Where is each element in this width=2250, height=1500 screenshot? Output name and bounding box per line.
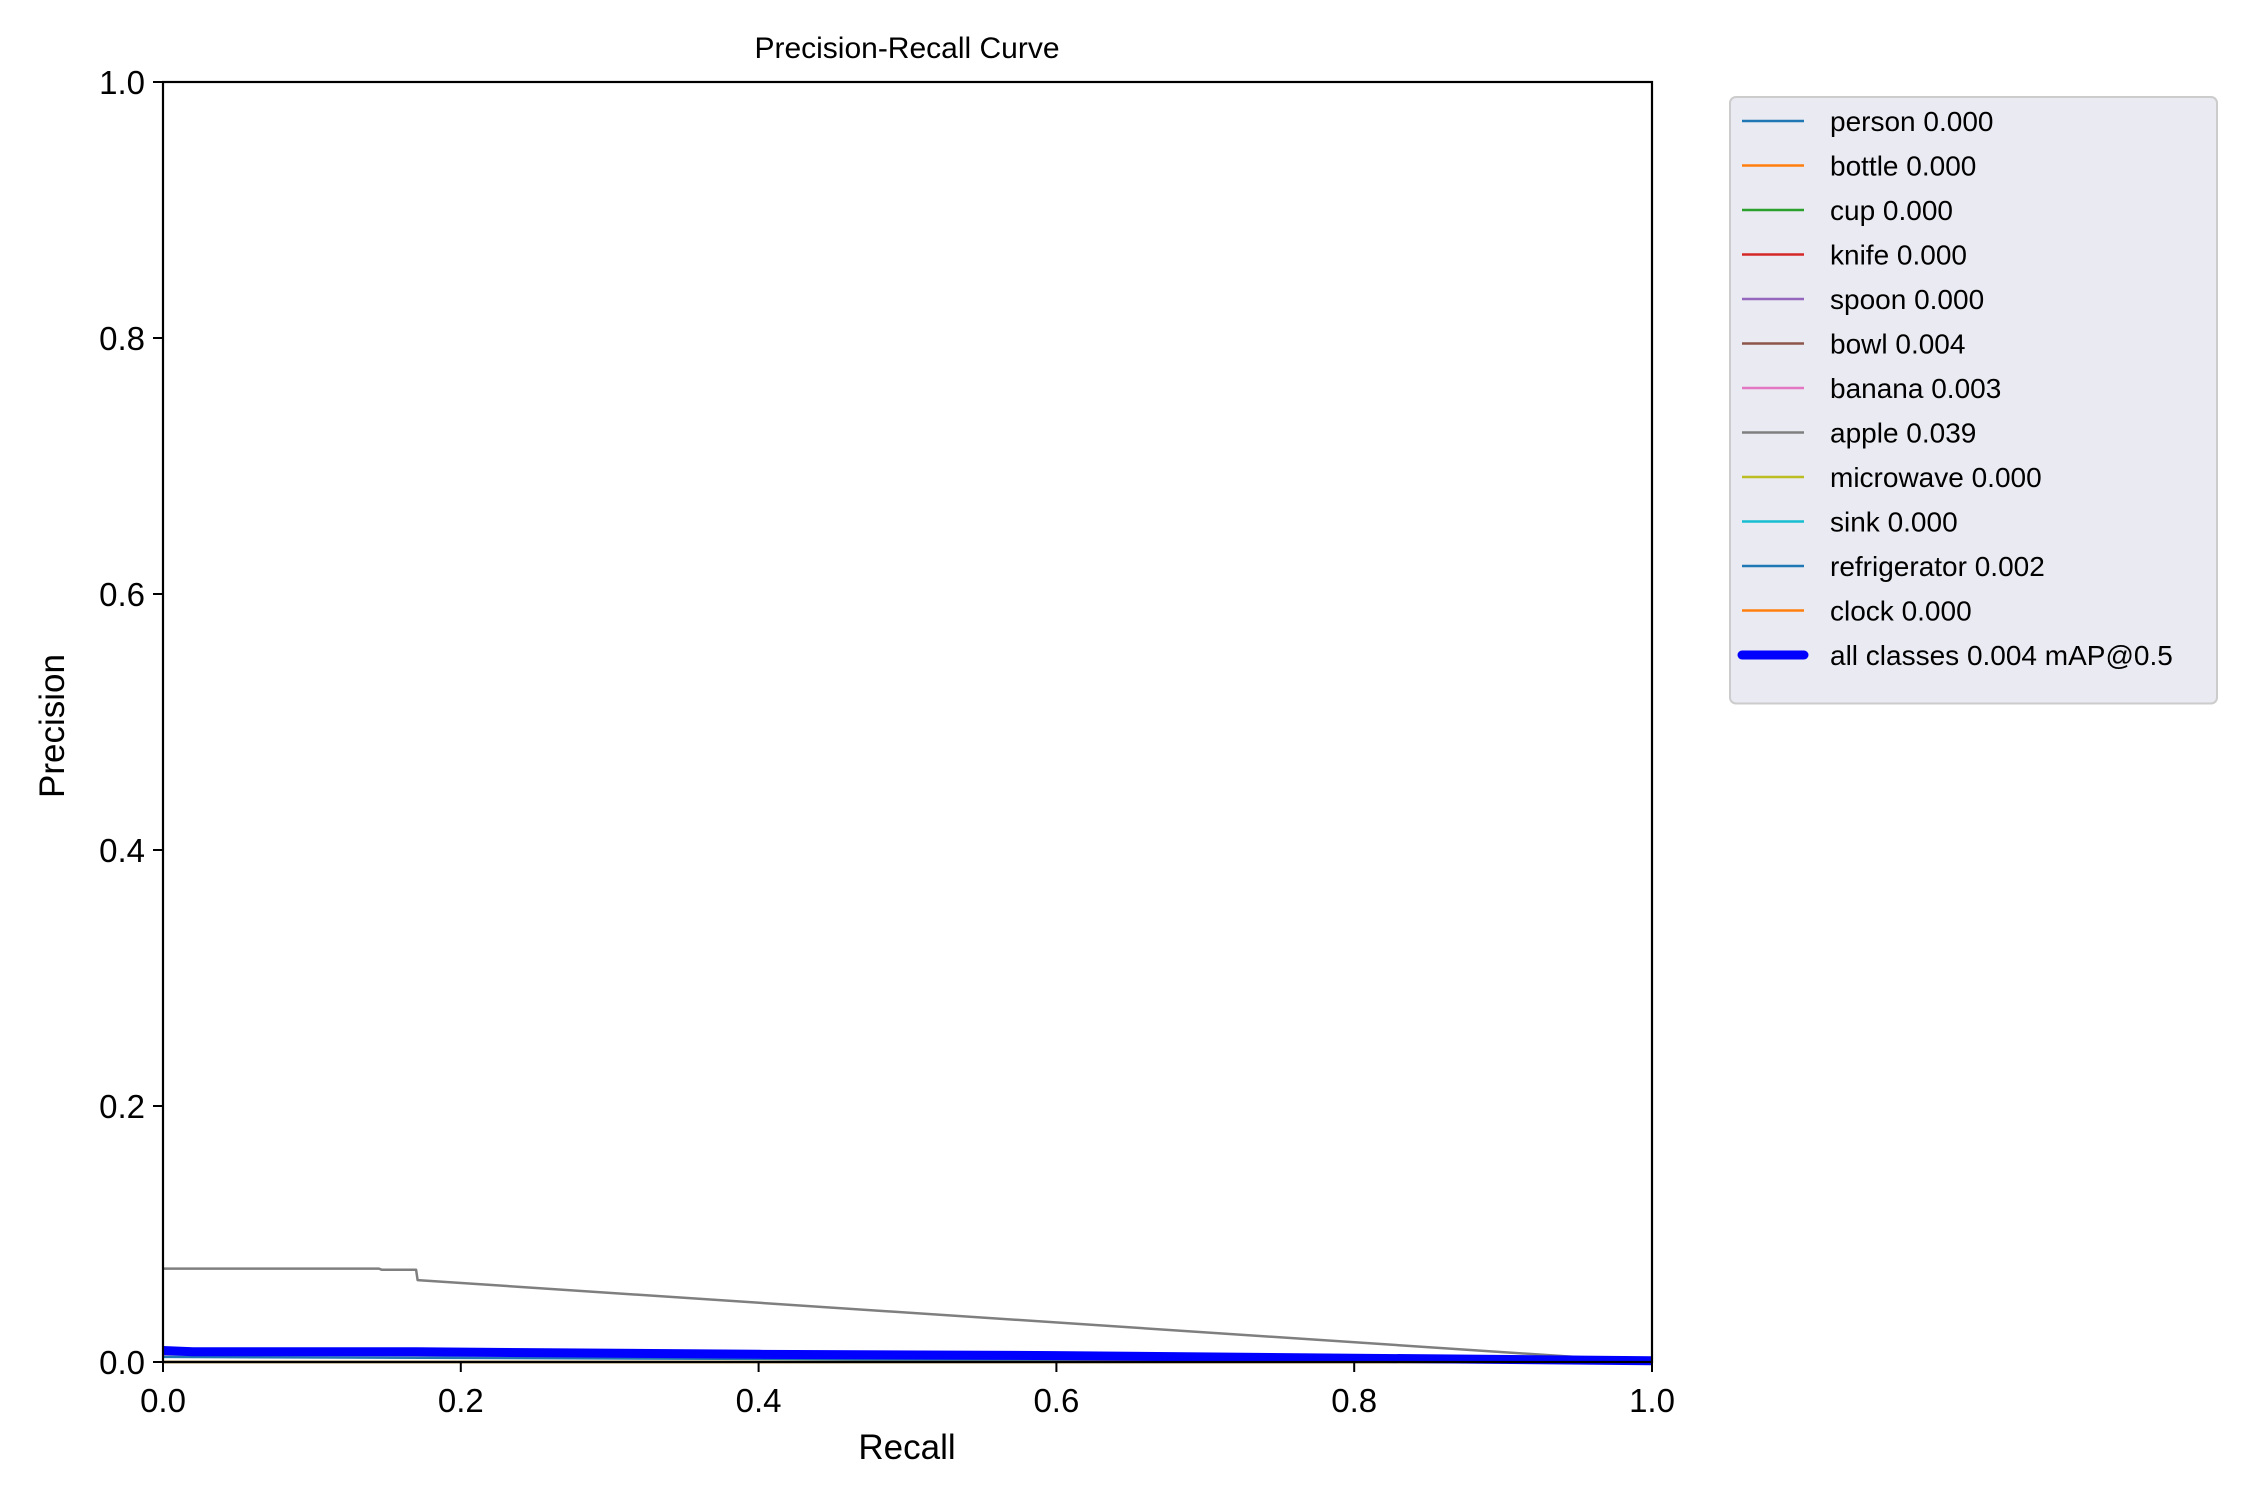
legend-box <box>1729 96 2218 705</box>
series-line-12 <box>163 1346 1652 1366</box>
legend-label-12: all classes 0.004 mAP@0.5 <box>1830 640 2173 671</box>
axes-frame <box>161 80 1654 1364</box>
legend-label-5: bowl 0.004 <box>1830 329 1965 360</box>
legend-label-2: cup 0.000 <box>1830 195 1953 226</box>
legend-label-9: sink 0.000 <box>1830 507 1958 538</box>
y-axis-label: Precision <box>33 654 72 798</box>
y-tick-label: 0.2 <box>99 1088 145 1125</box>
x-tick-label: 1.0 <box>1629 1382 1675 1419</box>
series-line-7 <box>163 1267 1652 1364</box>
y-tick-label: 0.4 <box>99 832 145 869</box>
y-tick-label: 0.8 <box>99 320 145 357</box>
plot-area: 0.0 0.2 0.4 0.6 0.8 1.0 0.0 0.2 0.4 0.6 0.8 1.0 <box>99 64 1675 1419</box>
legend-label-8: microwave 0.000 <box>1830 462 2042 493</box>
x-axis-label: Recall <box>858 1428 955 1467</box>
legend-label-7: apple 0.039 <box>1830 418 1976 449</box>
x-tick-label: 0.4 <box>736 1382 782 1419</box>
x-tick-label: 0.6 <box>1033 1382 1079 1419</box>
legend-label-4: spoon 0.000 <box>1830 284 1984 315</box>
legend-label-11: clock 0.000 <box>1830 596 1972 627</box>
legend-label-0: person 0.000 <box>1830 106 1993 137</box>
y-tick-label: 0.0 <box>99 1344 145 1381</box>
y-tick-label: 1.0 <box>99 64 145 101</box>
chart-title: Precision-Recall Curve <box>754 32 1059 65</box>
y-tick-label: 0.6 <box>99 576 145 613</box>
legend-label-3: knife 0.000 <box>1830 240 1967 271</box>
x-tick-label: 0.0 <box>140 1382 186 1419</box>
legend-label-1: bottle 0.000 <box>1830 151 1976 182</box>
legend-label-6: banana 0.003 <box>1830 373 2001 404</box>
x-tick-label: 0.2 <box>438 1382 484 1419</box>
x-tick-label: 0.8 <box>1331 1382 1377 1419</box>
legend-label-10: refrigerator 0.002 <box>1830 551 2045 582</box>
legend: person 0.000 bottle 0.000 cup 0.000 knife 0… <box>1729 96 2218 705</box>
